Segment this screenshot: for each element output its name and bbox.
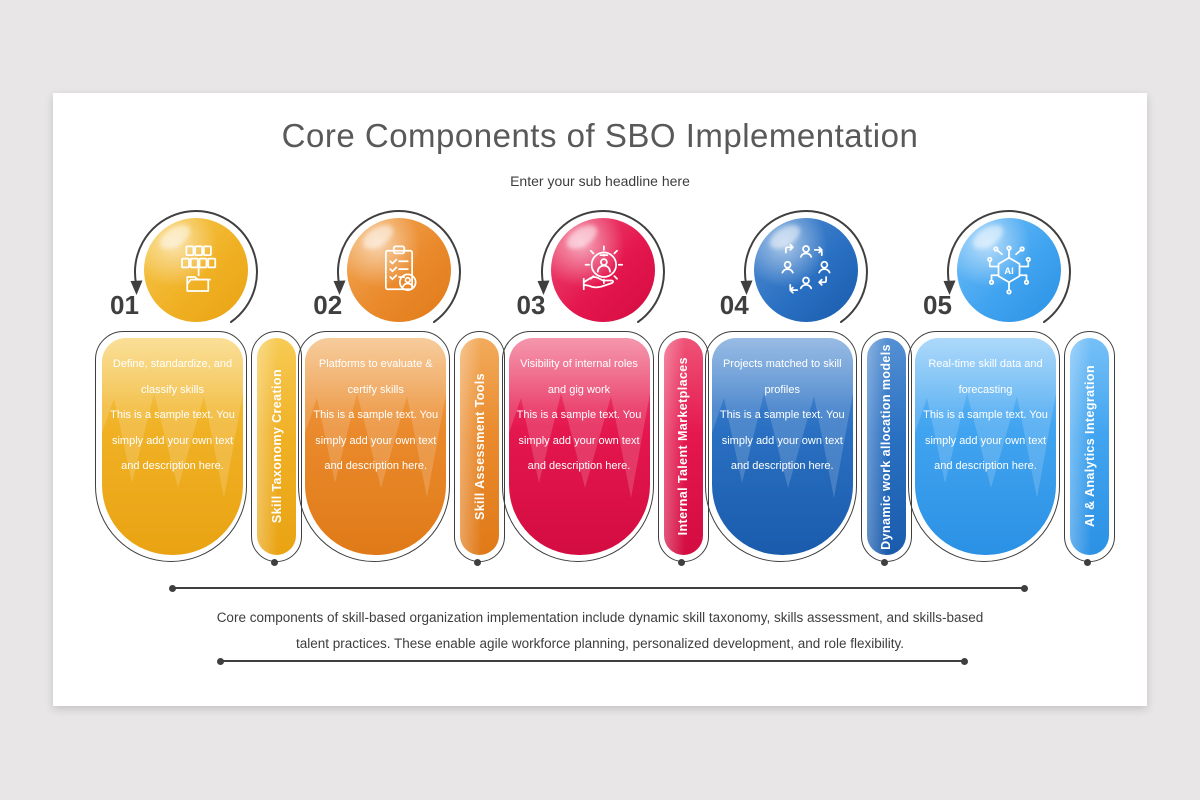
ai-circuit-icon: AI [981, 242, 1037, 298]
card-outline [908, 331, 1060, 562]
circle-arrow-arc [333, 210, 462, 323]
step-icon-circle [550, 218, 655, 322]
component-unit: 04 [704, 210, 915, 570]
label-pill: Skill Taxonomy Creation [257, 338, 296, 555]
component-unit: 05 AI [908, 210, 1118, 570]
card-body: This is a sample text. You simply add yo… [110, 409, 235, 472]
card-outline [95, 331, 247, 562]
gloss-wave-decoration [915, 338, 1056, 498]
label-pill-text: Dynamic work allocation models [879, 343, 894, 550]
label-pill: Internal Talent Marketplaces [663, 338, 703, 555]
circle-arrow-arc [740, 210, 868, 323]
gear-person-icon [575, 242, 631, 298]
slide-canvas: Core Components of SBO Implementation En… [53, 93, 1147, 706]
page-title: Core Components of SBO Implementation [281, 117, 919, 154]
card-heading: Real-time skill data and forecasting [928, 358, 1043, 396]
card-outline [298, 331, 451, 562]
description-card: Visibility of internal roles and gig wor… [508, 338, 650, 555]
component-unit: 03 [501, 210, 712, 570]
card-heading: Define, standardize, and classify skills [112, 358, 233, 396]
card-heading: Projects matched to skill profiles [722, 358, 842, 396]
clipboard-checklist-icon [371, 242, 427, 298]
pill-end-dot [880, 559, 888, 566]
label-pill-text: Skill Assessment Tools [472, 372, 487, 521]
step-number: 03 [516, 290, 546, 320]
card-outline [704, 331, 857, 562]
step-icon-circle [144, 218, 248, 322]
footer-divider-top [169, 584, 1028, 592]
card-body: This is a sample text. You simply add yo… [313, 409, 439, 472]
card-body: This is a sample text. You simply add yo… [719, 409, 845, 472]
card-outline [501, 331, 654, 562]
pill-end-dot [271, 559, 278, 566]
step-icon-circle [347, 218, 452, 322]
circle-arrow-arc [130, 210, 258, 323]
people-cycle-icon [778, 242, 834, 298]
label-pill-text: Internal Talent Marketplaces [676, 357, 690, 536]
label-pill: AI & Analytics Integration [1070, 338, 1109, 555]
component-unit: 01 Define, standardize, a [95, 210, 305, 570]
gloss-wave-decoration [305, 338, 447, 498]
description-card: Projects matched to skill profiles This … [711, 338, 853, 555]
card-body: This is a sample text. You simply add yo… [516, 409, 642, 472]
svg-text:AI: AI [1004, 266, 1014, 277]
description-card: Real-time skill data and forecasting Thi… [915, 338, 1056, 555]
page-subtitle: Enter your sub headline here [510, 173, 690, 189]
gloss-wave-decoration [102, 338, 243, 498]
label-pill-text: AI & Analytics Integration [1082, 365, 1097, 528]
components-row: 01 Define, standardize, a [95, 210, 1122, 570]
description-card: Define, standardize, and classify skills… [102, 338, 243, 555]
component-unit: 02 [298, 210, 508, 570]
footer-description: Core components of skill-based organizat… [216, 610, 984, 651]
step-icon-circle [753, 218, 858, 322]
description-card: Platforms to evaluate & certify skills T… [305, 338, 447, 555]
pill-end-dot [1084, 559, 1091, 566]
step-number: 01 [110, 290, 139, 320]
circle-arrow-arc [943, 210, 1071, 323]
step-number: 04 [719, 290, 749, 320]
card-body: This is a sample text. You simply add yo… [923, 409, 1048, 472]
gloss-wave-decoration [711, 338, 853, 498]
label-pill: Skill Assessment Tools [460, 338, 500, 555]
step-number: 02 [313, 290, 343, 320]
pill-end-dot [677, 559, 685, 566]
footer-divider-bottom [217, 657, 968, 665]
pill-end-dot [474, 559, 482, 566]
label-pill-text: Skill Taxonomy Creation [269, 369, 284, 524]
circle-arrow-arc [537, 210, 665, 323]
gloss-wave-decoration [508, 338, 650, 498]
label-pill: Dynamic work allocation models [866, 338, 906, 555]
card-heading: Visibility of internal roles and gig wor… [520, 358, 638, 396]
step-number: 05 [923, 290, 952, 320]
card-heading: Platforms to evaluate & certify skills [318, 358, 433, 396]
folder-taxonomy-icon [168, 242, 224, 298]
step-icon-circle: AI [957, 218, 1061, 322]
